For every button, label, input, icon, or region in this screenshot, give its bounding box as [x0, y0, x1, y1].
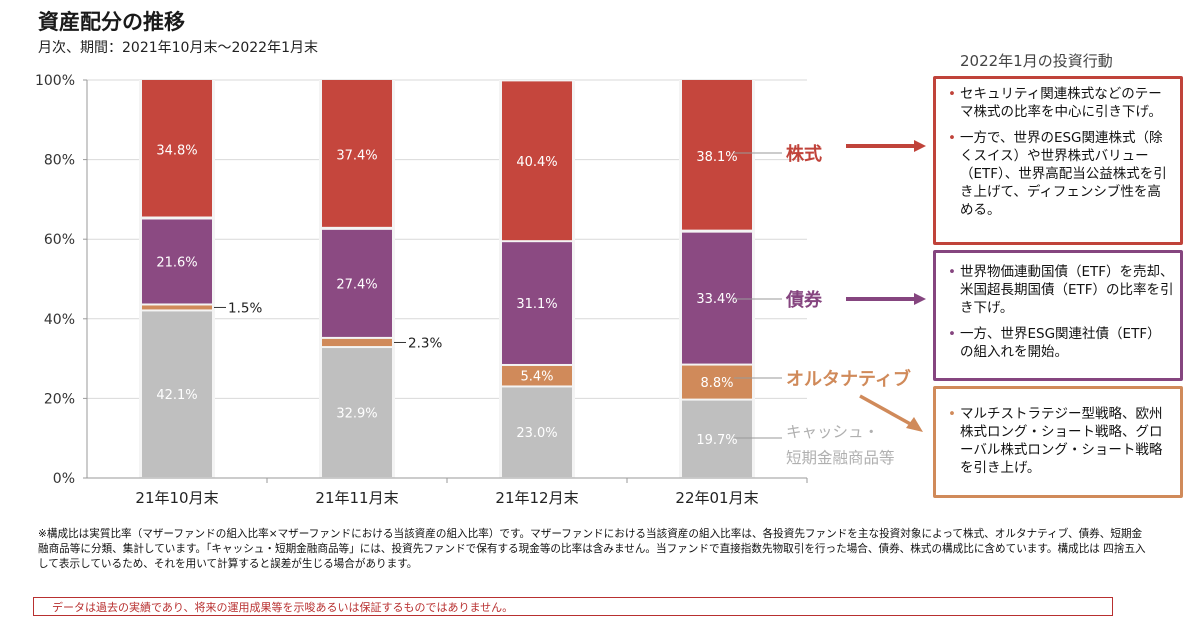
stock-action-item: 一方で、世界のESG関連株式（除くスイス）や世界株式バリュー（ETF）、世界高配… — [948, 129, 1174, 219]
bars: 42.1% 1.5% 21.6% 34.8% 32.9% 2.3% 27.4% 37.4% 23… — [139, 80, 755, 478]
data-label-cash: 32.9% — [336, 407, 377, 422]
footnote: ※構成比は実質比率（マザーファンドの組入比率×マザーファンドにおける当該資産の組… — [38, 528, 1146, 570]
bar-segment-cash — [502, 387, 572, 477]
data-label-bond: 31.1% — [516, 297, 557, 312]
alt-arrow-icon — [859, 394, 923, 432]
bar-segment-alt — [682, 365, 752, 399]
data-label-stock: 37.4% — [336, 148, 377, 163]
legend-alternative: オルタナティブ — [786, 368, 911, 390]
legend-bond: 債券 — [785, 289, 823, 311]
data-label-alt: 5.4% — [520, 370, 553, 385]
data-label-stock: 34.8% — [156, 143, 197, 158]
x-tick-label: 22年01月末 — [675, 489, 758, 507]
investment-actions-title: 2022年1月の投資行動 — [960, 52, 1113, 70]
bar-segment-bond — [502, 242, 572, 364]
bar-segment-cash — [322, 348, 392, 477]
bar-segment-stock — [682, 80, 752, 230]
bond-action-item: 世界物価連動国債（ETF）を売却、米国超長期国債（ETF）の比率を引き下げ。 — [948, 263, 1174, 317]
y-tick-label: 0% — [53, 471, 75, 487]
data-label-cash: 19.7% — [696, 433, 737, 448]
data-label-alt: 1.5% — [228, 300, 262, 316]
data-label-bond: 33.4% — [696, 292, 737, 307]
page-subtitle: 月次、期間：2021年10月末～2022年1月末 — [38, 40, 318, 56]
data-label-stock: 40.4% — [516, 155, 557, 170]
bond-action-item: 一方、世界ESG関連社債（ETF）の組入れを開始。 — [948, 325, 1174, 361]
stock-arrow-icon — [846, 140, 926, 152]
bond-arrow-icon — [846, 293, 926, 305]
bar-segment-bond — [142, 219, 212, 304]
y-tick-label: 60% — [44, 232, 75, 248]
data-label-cash: 42.1% — [156, 388, 197, 403]
data-label-bond: 27.4% — [336, 277, 377, 292]
bond-actions-box: 世界物価連動国債（ETF）を売却、米国超長期国債（ETF）の比率を引き下げ。 一… — [933, 250, 1183, 381]
y-tick-label: 80% — [44, 153, 75, 169]
legend-stock: 株式 — [786, 143, 822, 165]
y-tick-label: 20% — [44, 391, 75, 407]
y-axis-ticks: 0% 20% 40% 60% 80% 100% — [35, 73, 87, 487]
x-tick-label: 21年11月末 — [315, 489, 398, 507]
stock-action-item: セキュリティ関連株式などのテーマ株式の比率を中心に引き下げ。 — [948, 85, 1174, 121]
bar-segment-stock — [502, 81, 572, 241]
bar-segment-bond — [682, 232, 752, 364]
y-tick-label: 40% — [44, 312, 75, 328]
data-label-stock: 38.1% — [696, 150, 737, 165]
legend-cash-line1: キャッシュ・ — [786, 423, 879, 441]
bar-segment-alt — [322, 338, 392, 347]
alternative-actions-box: マルチストラテジー型戦略、欧州株式ロング・ショート戦略、グローバル株式ロング・シ… — [933, 386, 1183, 498]
alternative-action-item: マルチストラテジー型戦略、欧州株式ロング・ショート戦略、グローバル株式ロング・シ… — [948, 405, 1174, 477]
data-label-bond: 21.6% — [156, 255, 197, 270]
x-tick-label: 21年12月末 — [495, 489, 578, 507]
legend-cash-line2: 短期金融商品等 — [786, 449, 895, 467]
disclaimer-box: データは過去の実績であり、将来の運用成果等を示唆あるいは保証するものではありませ… — [33, 597, 1113, 616]
page-title: 資産配分の推移 — [38, 10, 185, 34]
data-label-alt: 2.3% — [408, 335, 442, 351]
bar-segment-stock — [142, 80, 212, 217]
bar-segment-stock — [322, 80, 392, 227]
y-tick-label: 100% — [35, 73, 75, 89]
bar-segment-alt — [502, 365, 572, 386]
stock-actions-box: セキュリティ関連株式などのテーマ株式の比率を中心に引き下げ。 一方で、世界のES… — [933, 76, 1183, 245]
bar-segment-bond — [322, 229, 392, 337]
bar-segment-alt — [142, 305, 212, 310]
bar-segment-cash — [682, 400, 752, 477]
x-tick-label: 21年10月末 — [135, 489, 218, 507]
data-label-alt: 8.8% — [700, 376, 733, 391]
data-label-cash: 23.0% — [516, 426, 557, 441]
x-axis-ticks: 21年10月末 21年11月末 21年12月末 22年01月末 — [135, 478, 808, 507]
bar-segment-cash — [142, 311, 212, 477]
